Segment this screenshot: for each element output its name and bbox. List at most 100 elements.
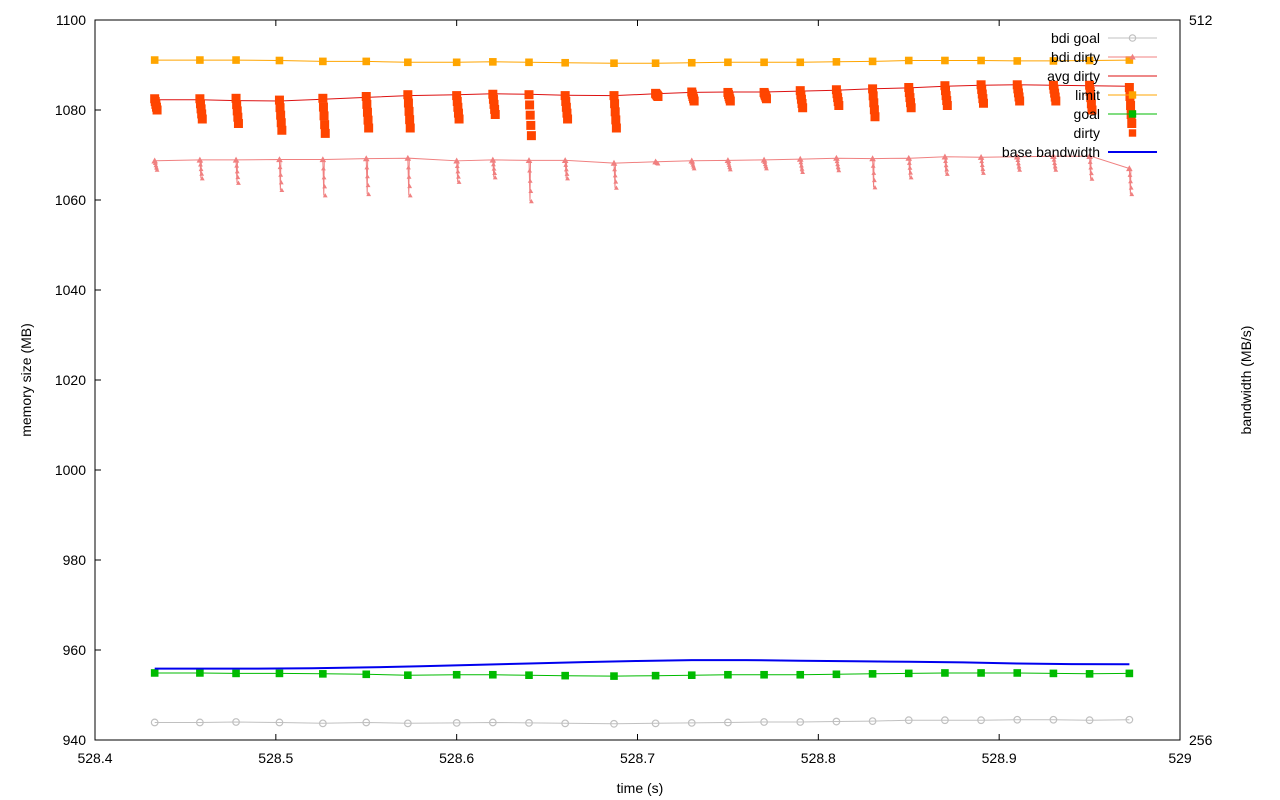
data-point (904, 669, 913, 678)
data-point (236, 180, 241, 185)
data-point (276, 156, 283, 163)
data-point (796, 718, 805, 726)
data-point (452, 670, 461, 679)
data-point (725, 96, 735, 106)
data-point (453, 157, 460, 164)
data-point (1053, 167, 1059, 172)
data-point (525, 110, 535, 120)
data-point (1127, 119, 1137, 128)
data-point (872, 185, 878, 190)
data-point (403, 98, 413, 108)
data-point (276, 110, 286, 120)
data-point (492, 175, 498, 180)
data-point (691, 166, 697, 171)
data-point (275, 669, 284, 678)
legend-marker (1128, 91, 1137, 99)
plot-frame (94, 19, 1181, 741)
data-point (319, 670, 327, 678)
data-point (1049, 57, 1058, 65)
legend-item: dirty (1074, 125, 1137, 141)
data-point (610, 672, 618, 680)
data-point (455, 169, 461, 174)
data-point (1127, 172, 1133, 177)
series-limit (150, 56, 1134, 68)
data-point (525, 100, 535, 110)
data-point (563, 114, 573, 124)
data-point (613, 179, 619, 184)
data-point (834, 101, 844, 110)
series-line (154, 719, 1130, 725)
legend-label: limit (1075, 87, 1100, 103)
y-tick-label: 1020 (55, 372, 86, 388)
x-tick-label: 528.8 (801, 750, 836, 766)
data-point (724, 718, 732, 727)
legend-item: bdi goal (1051, 30, 1157, 46)
data-point (796, 155, 804, 162)
data-point (760, 670, 768, 679)
data-point (322, 193, 328, 198)
data-point (151, 157, 158, 164)
data-point (1085, 56, 1094, 65)
data-point (941, 669, 949, 677)
data-point (366, 191, 372, 197)
data-point (832, 670, 841, 679)
data-point (526, 131, 536, 141)
y2-axis: 256 512 (1174, 12, 1213, 748)
data-point (981, 170, 986, 175)
data-point (1013, 669, 1022, 677)
data-point (906, 103, 916, 113)
x-tick-label: 528.9 (982, 750, 1017, 766)
data-point (726, 160, 731, 165)
data-point (233, 119, 243, 128)
y2-tick-label: 512 (1189, 12, 1213, 28)
data-point (833, 154, 840, 161)
data-point (1125, 715, 1134, 724)
data-point (868, 57, 877, 66)
data-point (1016, 160, 1021, 166)
data-point (525, 58, 533, 67)
data-point (1128, 185, 1134, 190)
data-point (565, 176, 570, 181)
data-point (760, 718, 768, 726)
data-point (610, 99, 620, 109)
data-point (978, 98, 988, 108)
data-point (150, 669, 159, 677)
series-avg-dirty (154, 84, 1130, 102)
data-point (364, 165, 370, 170)
data-point (276, 118, 286, 128)
data-point (760, 156, 768, 163)
data-point (610, 719, 618, 728)
legend-label: bdi goal (1051, 30, 1100, 46)
data-point (908, 170, 913, 175)
data-point (407, 183, 413, 189)
data-point (318, 102, 328, 112)
data-point (979, 158, 985, 164)
data-point (836, 167, 842, 173)
data-point (687, 58, 696, 67)
legend-item: bdi dirty (1051, 49, 1157, 65)
data-point (1085, 716, 1094, 725)
data-point (197, 114, 207, 124)
data-point (321, 175, 327, 180)
y-tick-label: 1060 (55, 192, 86, 208)
data-point (232, 718, 240, 726)
data-point (561, 157, 569, 164)
data-point (454, 163, 460, 169)
legend-label: dirty (1074, 125, 1100, 141)
data-point (832, 58, 841, 66)
y-tick-label: 960 (63, 642, 87, 658)
data-point (613, 185, 619, 190)
data-point (796, 58, 805, 67)
data-point (489, 670, 497, 679)
data-point (196, 156, 204, 163)
series-line (154, 84, 1130, 102)
data-point (363, 115, 373, 125)
data-point (977, 56, 985, 65)
series-layer (150, 56, 1137, 728)
data-point (651, 671, 660, 680)
data-point (610, 159, 618, 166)
data-point (198, 166, 204, 172)
data-point (404, 58, 412, 67)
data-point (977, 669, 985, 677)
